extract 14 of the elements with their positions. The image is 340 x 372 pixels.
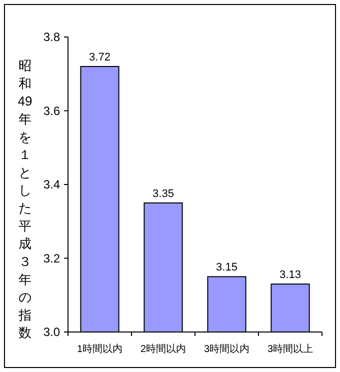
data-label: 3.35 [152,188,174,200]
data-label: 3.72 [89,52,110,64]
text: 昭和49年を１とした平成３年の指数 [18,58,32,340]
x-tick-label: 3時間以上 [267,343,314,355]
y-tick-label: 3.6 [43,104,60,118]
y-tick-label: 3.2 [43,251,60,266]
data-label: 3.15 [216,262,238,274]
x-tick-label: 2時間以内 [140,343,186,355]
y-tick-label: 3.8 [43,30,60,44]
data-label: 3.13 [280,269,301,282]
y-tick-label: 3.4 [43,178,60,192]
x-tick-label: 1時間以内 [76,343,123,355]
x-tick-label: 3時間以内 [204,343,250,355]
y-tick-label: 3.0 [43,325,60,339]
